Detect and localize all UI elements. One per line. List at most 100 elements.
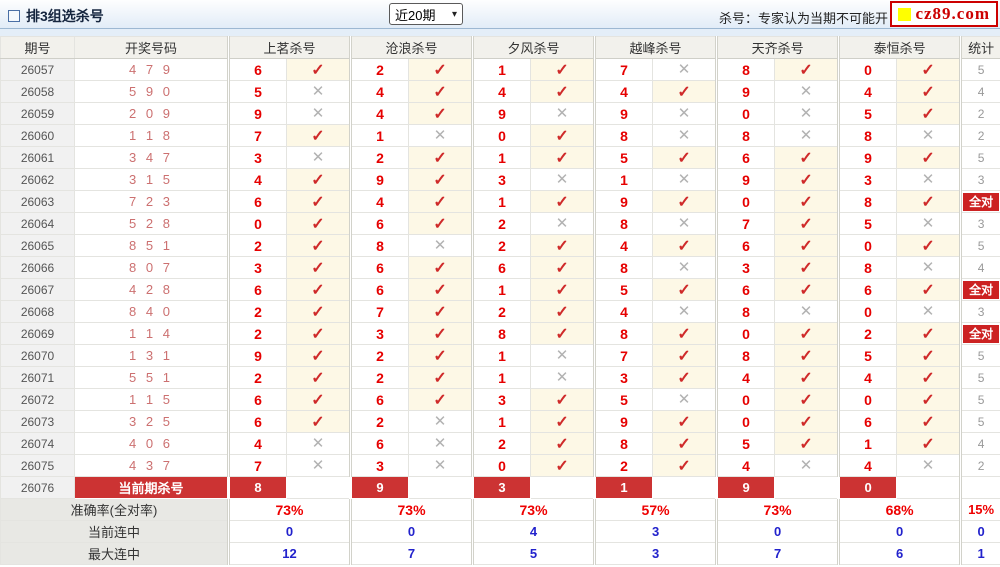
kill-number-cell: 6 (227, 278, 287, 301)
check-icon: ✓ (433, 105, 447, 123)
cross-icon: ✕ (677, 215, 691, 232)
hit-mark-cell (530, 476, 596, 499)
kill-number-cell: 2 (349, 58, 410, 81)
cross-icon: ✕ (799, 127, 813, 144)
hit-mark-cell: ✕ (896, 168, 962, 191)
hit-mark-cell: ✓ (530, 454, 596, 477)
check-icon: ✓ (799, 193, 813, 211)
stats-cell: 2 (959, 102, 1000, 125)
kill-number-cell: 0 (837, 58, 898, 81)
cross-icon: ✕ (677, 61, 691, 78)
cross-icon: ✕ (921, 303, 935, 320)
check-icon: ✓ (799, 347, 813, 365)
cross-icon: ✕ (677, 391, 691, 408)
current-kill-number-cell: 8 (227, 476, 287, 499)
check-icon: ✓ (555, 281, 569, 299)
summary-value-cell: 7 (349, 542, 474, 565)
hit-mark-cell: ✓ (896, 432, 962, 455)
col-header-expert-3: 夕风杀号 (471, 36, 596, 59)
kill-number-cell: 1 (837, 432, 898, 455)
table-row: 26057 4 7 9 6 ✓ 2 ✓ 1 ✓ 7 ✕ 8 ✓ 0 ✓ 5 (0, 58, 1000, 81)
kill-number-table: 期号 开奖号码 上茗杀号 沧浪杀号 夕风杀号 越峰杀号 天齐杀号 泰恒杀号 统计… (0, 36, 1000, 565)
check-icon: ✓ (921, 325, 935, 343)
hit-mark-cell: ✕ (652, 168, 718, 191)
draw-numbers-cell: 4 0 6 (74, 432, 229, 455)
cz89-logo[interactable]: cz89.com (890, 1, 998, 27)
check-icon: ✓ (433, 149, 447, 167)
hit-mark-cell: ✕ (774, 124, 840, 147)
kill-number-cell: 8 (837, 124, 898, 147)
hit-mark-cell: ✓ (896, 278, 962, 301)
stats-cell: 5 (959, 344, 1000, 367)
hit-mark-cell: ✓ (652, 432, 718, 455)
hit-mark-cell: ✓ (652, 344, 718, 367)
check-icon: ✓ (799, 281, 813, 299)
kill-number-cell: 7 (593, 58, 654, 81)
hit-mark-cell: ✓ (285, 190, 352, 213)
hit-mark-cell: ✓ (408, 146, 474, 169)
kill-number-cell: 6 (227, 190, 287, 213)
draw-numbers-cell: 5 9 0 (74, 80, 229, 103)
check-icon: ✓ (921, 435, 935, 453)
kill-number-cell: 8 (593, 212, 654, 235)
hit-mark-cell: ✓ (408, 80, 474, 103)
kill-number-note: 杀号：专家认为当期不可能开 (718, 11, 888, 26)
stats-cell: 全对 (959, 278, 1000, 301)
hit-mark-cell (774, 476, 840, 499)
check-icon: ✓ (311, 215, 325, 233)
hit-mark-cell: ✕ (530, 366, 596, 389)
table-row: 26073 3 2 5 6 ✓ 2 ✕ 1 ✓ 9 ✓ 0 ✓ 6 ✓ 5 (0, 410, 1000, 433)
kill-number-cell: 8 (593, 432, 654, 455)
check-icon: ✓ (921, 149, 935, 167)
cross-icon: ✕ (311, 435, 325, 452)
hit-mark-cell: ✓ (774, 58, 840, 81)
check-icon: ✓ (311, 237, 325, 255)
kill-number-cell: 5 (837, 212, 898, 235)
check-icon: ✓ (555, 391, 569, 409)
period-range-value: 近20期 (395, 7, 436, 23)
summary-row: 最大连中 12 7 5 3 7 6 1 (0, 542, 1000, 565)
kill-number-cell: 6 (837, 278, 898, 301)
kill-number-cell: 4 (837, 366, 898, 389)
check-icon: ✓ (677, 369, 691, 387)
hit-mark-cell: ✓ (530, 410, 596, 433)
hit-mark-cell: ✓ (774, 146, 840, 169)
check-icon: ✓ (555, 259, 569, 277)
period-range-select[interactable]: 近20期 ▾ (389, 3, 463, 25)
summary-stats-cell: 15% (959, 498, 1000, 521)
summary-value-cell: 0 (226, 520, 352, 543)
check-icon: ✓ (555, 193, 569, 211)
logo-text: cz89.com (915, 4, 990, 23)
hit-mark-cell: ✕ (408, 410, 474, 433)
summary-value-cell: 68% (837, 498, 962, 521)
check-icon: ✓ (799, 171, 813, 189)
cross-icon: ✕ (555, 347, 569, 364)
current-kill-number-cell: 9 (349, 476, 410, 499)
hit-mark-cell: ✓ (774, 212, 840, 235)
period-cell: 26070 (0, 344, 75, 367)
hit-mark-cell: ✓ (896, 366, 962, 389)
page-title: 排3组选杀号 (26, 8, 104, 24)
period-cell: 26062 (0, 168, 75, 191)
section-checkbox[interactable] (8, 10, 20, 22)
draw-numbers-cell: 1 1 4 (74, 322, 229, 345)
kill-number-cell: 6 (715, 278, 776, 301)
kill-number-cell: 8 (715, 300, 776, 323)
divider-strip (0, 29, 1000, 36)
check-icon: ✓ (433, 259, 447, 277)
cross-icon: ✕ (555, 105, 569, 122)
hit-mark-cell: ✓ (530, 58, 596, 81)
col-header-expert-6: 泰恒杀号 (837, 36, 962, 59)
hit-mark-cell: ✓ (408, 388, 474, 411)
hit-mark-cell: ✓ (530, 322, 596, 345)
kill-number-cell: 4 (227, 168, 287, 191)
draw-numbers-cell: 8 0 7 (74, 256, 229, 279)
hit-mark-cell: ✓ (285, 212, 352, 235)
kill-number-cell: 2 (227, 300, 287, 323)
kill-number-cell: 2 (593, 454, 654, 477)
cross-icon: ✕ (433, 127, 447, 144)
kill-number-cell: 6 (349, 432, 410, 455)
table-row: 26066 8 0 7 3 ✓ 6 ✓ 6 ✓ 8 ✕ 3 ✓ 8 ✕ 4 (0, 256, 1000, 279)
kill-number-cell: 9 (593, 102, 654, 125)
logo-square-icon (898, 7, 912, 21)
